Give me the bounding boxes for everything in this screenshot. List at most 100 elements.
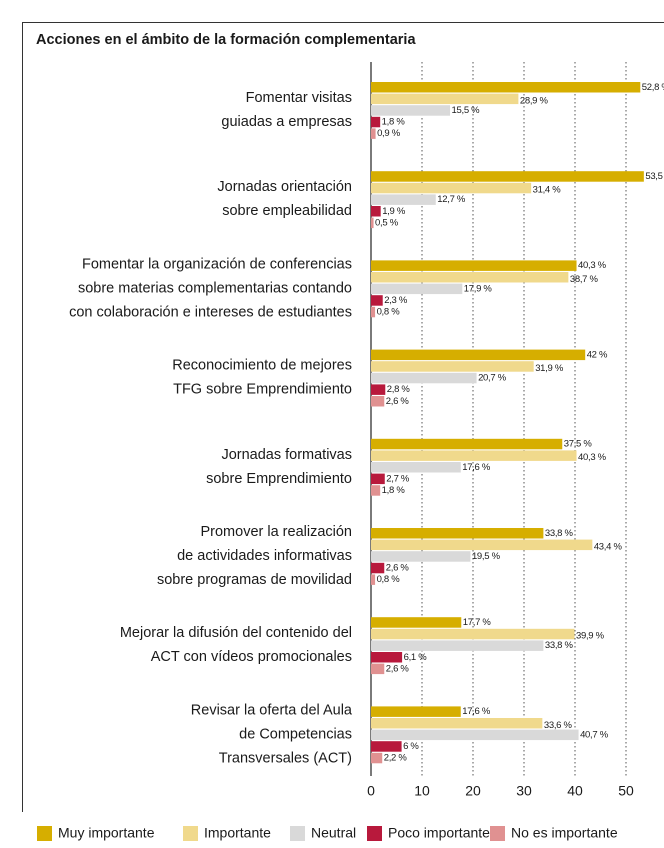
value-label: 1,8 %: [382, 117, 406, 128]
value-label: 40,7 %: [580, 729, 609, 740]
bar: [371, 741, 402, 752]
value-label: 1,9 %: [382, 206, 406, 217]
bar: [371, 574, 376, 585]
legend-swatch: [490, 826, 505, 841]
x-tick-label: 30: [516, 783, 532, 799]
value-label: 17,9 %: [464, 283, 493, 294]
value-label: 2,7 %: [386, 473, 410, 484]
legend-swatch: [183, 826, 198, 841]
value-label: 42 %: [587, 349, 608, 360]
bar: [371, 93, 519, 105]
bar: [371, 438, 563, 450]
bar: [371, 283, 463, 295]
legend-swatch: [290, 826, 305, 841]
bar: [371, 617, 462, 628]
value-label: 2,6 %: [386, 563, 410, 574]
value-label: 0,9 %: [377, 128, 401, 139]
value-label: 17,6 %: [462, 706, 491, 717]
bar: [371, 473, 385, 485]
value-label: 31,4 %: [533, 185, 562, 196]
legend-label: Importante: [204, 825, 271, 841]
value-label: 33,8 %: [545, 528, 574, 539]
value-label: 2,6 %: [386, 663, 410, 674]
value-label: 38,7 %: [570, 274, 599, 285]
bar: [371, 652, 403, 663]
bar: [371, 706, 461, 717]
bar: [371, 462, 461, 473]
category-label: Mejorar la difusión del contenido del ACT…: [120, 625, 352, 665]
value-label: 20,7 %: [478, 373, 507, 384]
x-tick-label: 20: [465, 783, 481, 799]
value-label: 40,3 %: [578, 452, 607, 463]
bar: [371, 485, 381, 496]
value-label: 6 %: [403, 741, 419, 752]
legend-label: Muy importante: [58, 825, 155, 841]
value-label: 28,9 %: [520, 95, 549, 106]
value-label: 40,3 %: [578, 260, 607, 271]
value-label: 15,5 %: [452, 105, 481, 116]
category-label: Jornadas orientación sobre empleabilidad: [217, 179, 352, 219]
value-label: 1,8 %: [382, 485, 406, 496]
x-tick-label: 50: [618, 783, 634, 799]
x-tick-label: 10: [414, 783, 430, 799]
bar: [371, 182, 532, 194]
value-label: 52,8 %: [642, 82, 664, 93]
value-label: 19,5 %: [472, 551, 501, 562]
chart-title: Acciones en el ámbito de la formación co…: [36, 32, 416, 48]
bar: [371, 551, 471, 562]
legend-swatch: [367, 826, 382, 841]
category-label: Jornadas formativas sobre Emprendimiento: [206, 447, 352, 487]
bar: [371, 361, 534, 372]
bar: [371, 194, 436, 205]
bar: [371, 217, 374, 229]
bar: [371, 295, 383, 306]
bar: [371, 116, 381, 128]
bar: [371, 450, 577, 461]
bar: [371, 171, 644, 182]
bar: [371, 105, 451, 116]
bar: [371, 128, 376, 139]
value-label: 39,9 %: [576, 631, 605, 642]
bar: [371, 372, 477, 384]
value-label: 17,7 %: [463, 617, 492, 628]
value-label: 0,5 %: [375, 217, 399, 228]
value-label: 33,8 %: [545, 640, 574, 651]
value-label: 17,6 %: [462, 462, 491, 473]
bar: [371, 539, 593, 551]
bar: [371, 718, 543, 729]
bar: [371, 628, 575, 640]
value-label: 2,2 %: [384, 753, 408, 764]
bar: [371, 729, 579, 741]
bar: [371, 396, 385, 407]
value-label: 53,5 %: [645, 171, 664, 182]
category-label: Reconocimiento de mejores TFG sobre Empre…: [172, 357, 352, 397]
legend-label: Neutral: [311, 825, 356, 841]
value-label: 2,3 %: [384, 295, 408, 306]
bar: [371, 663, 385, 675]
value-label: 0,8 %: [377, 574, 401, 585]
category-label: Fomentar visitas guiadas a empresas: [221, 90, 352, 130]
value-label: 2,8 %: [387, 384, 411, 395]
value-label: 37,5 %: [564, 439, 593, 450]
x-tick-label: 40: [567, 783, 583, 799]
value-label: 31,9 %: [535, 363, 564, 374]
x-tick-label: 0: [367, 783, 375, 799]
value-label: 0,8 %: [377, 307, 401, 318]
bar: [371, 562, 385, 574]
bar: [371, 306, 376, 318]
value-label: 6,1 %: [404, 652, 428, 663]
bar: [371, 384, 386, 395]
value-label: 43,4 %: [594, 541, 623, 552]
value-label: 2,6 %: [386, 396, 410, 407]
category-label: Revisar la oferta del Aula de Competencia…: [191, 702, 353, 766]
bar: [371, 752, 383, 764]
frame: [22, 22, 664, 812]
bar: [371, 206, 381, 217]
legend-swatch: [37, 826, 52, 841]
bar: [371, 82, 641, 93]
bar: [371, 349, 586, 361]
category-label: Promover la realización de actividades in…: [157, 524, 352, 588]
value-label: 12,7 %: [437, 194, 466, 205]
legend-label: No es importante: [511, 825, 618, 841]
